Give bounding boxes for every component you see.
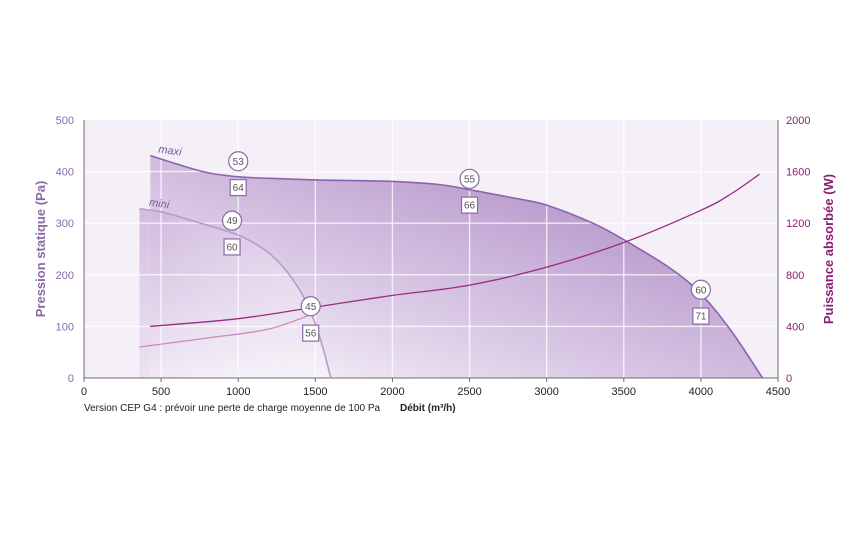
marker-label: 53 bbox=[233, 157, 245, 168]
x-tick-label: 1500 bbox=[303, 386, 327, 398]
series-line-mini bbox=[139, 208, 332, 379]
square-marker bbox=[692, 307, 710, 325]
y-tick-label: 200 bbox=[56, 270, 74, 282]
circle-marker bbox=[221, 210, 243, 231]
marker-label: 64 bbox=[233, 183, 245, 194]
series-line-maxi bbox=[150, 154, 764, 379]
x-tick-label: 500 bbox=[152, 386, 170, 398]
marker-label: 60 bbox=[695, 285, 707, 296]
curve-label-maxi: maxi bbox=[158, 144, 183, 159]
marker-label: 56 bbox=[305, 329, 317, 340]
mini-fill-area bbox=[139, 208, 331, 378]
y-tick-label: 300 bbox=[56, 218, 74, 230]
y-tick-label: 100 bbox=[56, 321, 74, 333]
marker-label: 66 bbox=[464, 201, 476, 212]
x-tick-label: 4000 bbox=[689, 386, 713, 398]
series-line-power-mini bbox=[139, 312, 316, 348]
x-tick-label: 0 bbox=[81, 386, 87, 398]
y2-tick-label: 1200 bbox=[786, 218, 810, 230]
y2-tick-label: 1600 bbox=[786, 167, 810, 179]
square-marker bbox=[229, 178, 247, 197]
circle-marker bbox=[300, 296, 321, 317]
y-tick-label: 0 bbox=[68, 373, 74, 385]
curve-labels: maxi mini bbox=[148, 144, 182, 212]
axis-ticks: 0 500 1000 1500 2000 2500 3000 3500 4000 45000100… bbox=[56, 115, 811, 398]
x-tick-label: 3500 bbox=[612, 386, 636, 398]
y2-tick-label: 400 bbox=[786, 321, 804, 333]
circle-marker bbox=[459, 168, 480, 189]
marker-label: 45 bbox=[305, 302, 317, 313]
annotation-markers: 53 64 49 60 55 66 45 56 60 71 bbox=[221, 151, 711, 342]
footnote: Version CEP G4 : prévoir une perte de ch… bbox=[84, 403, 381, 414]
fill-layer bbox=[139, 155, 763, 378]
x-tick-label: 4500 bbox=[766, 386, 790, 398]
square-marker bbox=[460, 196, 479, 214]
circle-marker bbox=[690, 279, 711, 300]
x-tick-label: 1000 bbox=[226, 386, 250, 398]
y-tick-label: 500 bbox=[56, 115, 74, 127]
square-marker bbox=[302, 324, 320, 342]
x-tick-label: 2500 bbox=[457, 386, 481, 398]
x-tick-label: 3000 bbox=[534, 386, 558, 398]
x-tick-label: 2000 bbox=[380, 386, 404, 398]
marker-label: 49 bbox=[226, 216, 238, 227]
y-tick-label: 400 bbox=[56, 167, 74, 179]
series-line-power-maxi bbox=[150, 173, 760, 328]
marker-label: 71 bbox=[695, 312, 707, 323]
y2-axis-title: Puissance absorbée (W) bbox=[821, 174, 836, 324]
y2-tick-label: 0 bbox=[786, 373, 792, 385]
y2-tick-label: 2000 bbox=[786, 115, 810, 127]
y2-tick-label: 800 bbox=[786, 270, 804, 282]
square-marker bbox=[223, 238, 241, 256]
marker-label: 60 bbox=[226, 242, 238, 253]
grid-lines bbox=[84, 120, 778, 378]
curve-label-mini: mini bbox=[148, 197, 170, 212]
y-axis-title: Pression statique (Pa) bbox=[33, 181, 48, 318]
marker-label: 55 bbox=[464, 174, 476, 185]
series-layer bbox=[139, 154, 764, 379]
circle-marker bbox=[228, 151, 249, 172]
x-axis-title: Débit (m³/h) bbox=[400, 403, 456, 414]
